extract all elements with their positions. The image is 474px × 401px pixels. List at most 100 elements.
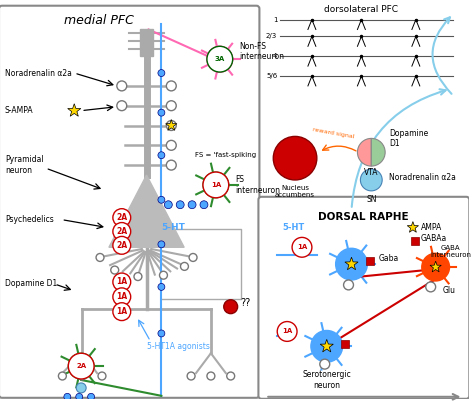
Text: Pyramidal
neuron: Pyramidal neuron	[5, 156, 44, 175]
Polygon shape	[68, 104, 81, 116]
Circle shape	[88, 393, 94, 400]
Polygon shape	[407, 222, 419, 232]
Circle shape	[360, 169, 382, 191]
Circle shape	[113, 273, 131, 291]
Text: 1A: 1A	[297, 244, 307, 250]
Circle shape	[311, 330, 343, 362]
Circle shape	[158, 196, 165, 203]
Circle shape	[113, 237, 131, 254]
Circle shape	[113, 209, 131, 227]
Text: 5-HT: 5-HT	[282, 223, 304, 232]
Circle shape	[188, 201, 196, 209]
Polygon shape	[430, 261, 441, 272]
Circle shape	[336, 248, 367, 280]
Wedge shape	[371, 138, 385, 166]
Text: 5/6: 5/6	[266, 73, 277, 79]
Circle shape	[166, 81, 176, 91]
Circle shape	[64, 393, 71, 400]
Circle shape	[158, 284, 165, 290]
Circle shape	[277, 322, 297, 341]
Circle shape	[68, 353, 94, 379]
Text: FS
interneuron: FS interneuron	[236, 175, 281, 194]
Text: 1A: 1A	[116, 307, 128, 316]
Circle shape	[117, 81, 127, 91]
Circle shape	[113, 288, 131, 306]
Circle shape	[96, 253, 104, 261]
Circle shape	[111, 266, 118, 274]
Circle shape	[134, 273, 142, 281]
Text: 3A: 3A	[215, 56, 225, 62]
Text: GABAa: GABAa	[421, 234, 447, 243]
Polygon shape	[109, 175, 184, 247]
Circle shape	[113, 303, 131, 320]
Text: Nucleus
accumbens: Nucleus accumbens	[275, 185, 315, 198]
FancyBboxPatch shape	[258, 197, 469, 399]
Text: 5-HT: 5-HT	[161, 223, 185, 232]
Circle shape	[207, 46, 233, 72]
Circle shape	[207, 372, 215, 380]
Circle shape	[181, 262, 189, 270]
Circle shape	[187, 372, 195, 380]
Text: 1A: 1A	[116, 292, 128, 301]
Text: 1: 1	[273, 16, 277, 22]
Text: 1A: 1A	[116, 277, 128, 286]
Circle shape	[207, 46, 233, 72]
Text: GABA
interneuron: GABA interneuron	[430, 245, 471, 258]
Text: 2A: 2A	[116, 213, 128, 222]
Circle shape	[158, 241, 165, 248]
Circle shape	[158, 109, 165, 116]
Circle shape	[78, 372, 86, 380]
Circle shape	[227, 372, 235, 380]
Circle shape	[200, 201, 208, 209]
Text: 4: 4	[273, 53, 277, 59]
Circle shape	[422, 253, 449, 281]
Circle shape	[292, 237, 312, 257]
Circle shape	[158, 70, 165, 77]
Circle shape	[158, 152, 165, 159]
Wedge shape	[357, 138, 371, 166]
Text: 2A: 2A	[76, 363, 86, 369]
Polygon shape	[165, 119, 177, 130]
Text: 2A: 2A	[116, 241, 128, 250]
Circle shape	[203, 172, 229, 198]
Circle shape	[58, 372, 66, 380]
Bar	[341, 340, 348, 348]
Text: SN: SN	[366, 195, 376, 204]
Text: Serotonergic
neuron: Serotonergic neuron	[302, 370, 351, 390]
Circle shape	[164, 201, 172, 209]
Text: Psychedelics: Psychedelics	[5, 215, 54, 224]
Circle shape	[113, 223, 131, 240]
Circle shape	[160, 271, 167, 279]
Circle shape	[273, 136, 317, 180]
Text: DORSAL RAPHE: DORSAL RAPHE	[318, 212, 409, 222]
Text: FS = 'fast-spiking: FS = 'fast-spiking	[195, 152, 256, 158]
Text: 1A: 1A	[282, 328, 292, 334]
Text: Glu: Glu	[443, 286, 456, 296]
Text: ??: ??	[241, 298, 251, 308]
Text: VTA: VTA	[364, 168, 379, 177]
Bar	[411, 237, 419, 245]
Circle shape	[76, 383, 86, 393]
Circle shape	[158, 330, 165, 337]
Polygon shape	[345, 257, 358, 270]
Circle shape	[98, 372, 106, 380]
Circle shape	[166, 101, 176, 111]
Text: Dopamine
D1: Dopamine D1	[389, 129, 428, 148]
FancyBboxPatch shape	[0, 6, 259, 398]
Circle shape	[76, 393, 82, 400]
Circle shape	[344, 280, 354, 290]
Circle shape	[166, 160, 176, 170]
Polygon shape	[320, 339, 333, 352]
Text: 1A: 1A	[211, 182, 221, 188]
Text: 2/3: 2/3	[266, 33, 277, 39]
Text: Gaba: Gaba	[378, 254, 399, 263]
Circle shape	[117, 101, 127, 111]
Text: 5-HT1A agonists: 5-HT1A agonists	[146, 342, 210, 351]
Text: reward signal: reward signal	[312, 127, 355, 140]
Text: medial PFC: medial PFC	[64, 14, 134, 26]
Circle shape	[166, 140, 176, 150]
Text: Noradrenalin α2a: Noradrenalin α2a	[389, 174, 456, 182]
Circle shape	[320, 359, 330, 369]
Circle shape	[176, 201, 184, 209]
Text: Dopamine D1: Dopamine D1	[5, 279, 57, 288]
